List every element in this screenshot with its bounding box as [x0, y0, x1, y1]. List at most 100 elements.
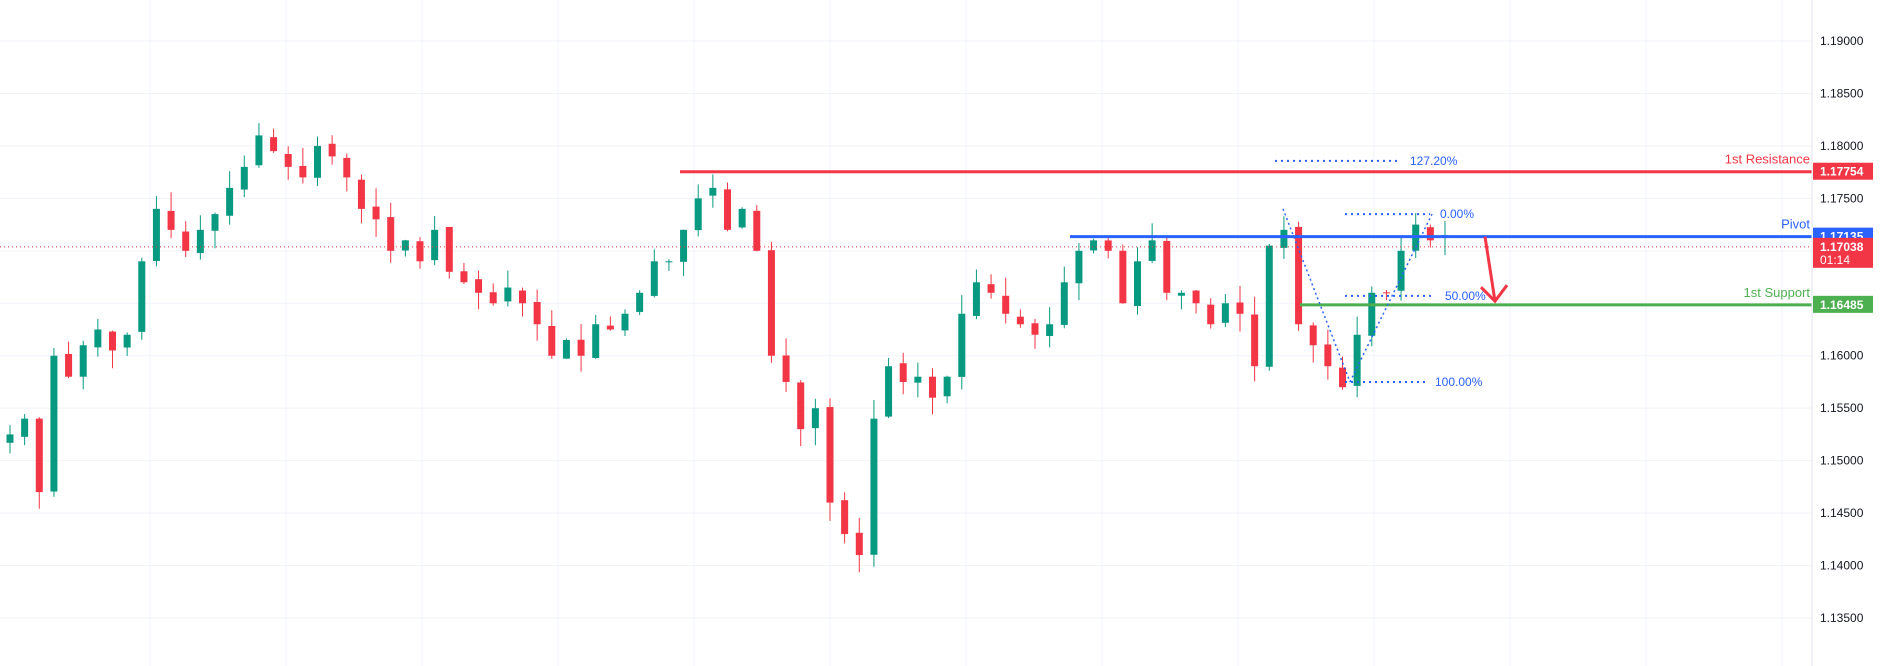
candle-body: [533, 302, 541, 325]
candle-body: [475, 279, 483, 293]
candle-body: [972, 282, 980, 316]
candle-body: [694, 198, 702, 231]
candle-body: [50, 355, 58, 492]
candle-body: [1221, 303, 1229, 323]
candle-body: [1236, 302, 1244, 314]
candle-body: [1060, 282, 1068, 325]
candle-body: [1295, 226, 1303, 325]
candle-body: [1265, 245, 1273, 367]
candle-body: [1163, 240, 1171, 293]
candle-body: [841, 500, 849, 535]
candle-body: [885, 366, 893, 417]
candle-body: [416, 241, 424, 262]
y-tick-label: 1.17500: [1820, 191, 1864, 205]
candle-body: [211, 214, 219, 231]
y-tick-label: 1.19000: [1820, 34, 1864, 48]
fib-level-label: 50.00%: [1445, 289, 1486, 303]
candle-body: [958, 313, 966, 377]
support-label: 1st Support: [1744, 285, 1811, 300]
support-price-badge: [1813, 295, 1873, 313]
y-tick-label: 1.18000: [1820, 139, 1864, 153]
candle-body: [138, 261, 146, 332]
chart-grid: [0, 0, 1812, 666]
candle-body: [1251, 314, 1259, 367]
candle-body: [270, 137, 278, 152]
candle-body: [1075, 250, 1083, 284]
projection-arrow-shaft[interactable]: [1483, 236, 1497, 302]
candle-body: [1177, 292, 1185, 296]
candle-body: [240, 166, 248, 190]
candle-body: [914, 376, 922, 383]
candle-body: [1339, 367, 1346, 388]
candle-body: [489, 292, 497, 304]
candle-body: [782, 355, 790, 382]
candle-body: [1324, 344, 1332, 367]
candlestick-series: [6, 123, 1449, 573]
candle-body: [182, 231, 190, 251]
candle-body: [1016, 316, 1024, 325]
candle-body: [1119, 250, 1127, 304]
fib-swing-line: [1349, 213, 1433, 383]
candle-body: [592, 324, 600, 358]
y-tick-label: 1.15000: [1820, 454, 1864, 468]
candle-body: [943, 376, 951, 397]
candle-body: [636, 292, 644, 312]
candle-body: [870, 418, 878, 555]
last-price-badge: [1813, 237, 1873, 268]
candle-body: [855, 532, 863, 556]
candle-body: [811, 408, 819, 429]
candle-body: [1046, 324, 1054, 336]
candle-body: [1090, 240, 1098, 251]
resistance-price-text: 1.17754: [1820, 165, 1864, 179]
candle-body: [680, 229, 688, 262]
candle-body: [372, 206, 380, 220]
projection-arrow-head-icon: [1479, 284, 1509, 304]
candle-body: [1309, 325, 1317, 346]
candle-body: [709, 187, 717, 196]
candle-body: [606, 325, 614, 330]
candle-body: [504, 287, 512, 302]
candle-body: [299, 165, 307, 178]
countdown-text: 01:14: [1820, 253, 1850, 267]
candle-body: [797, 382, 805, 430]
fib-level-label: 127.20%: [1410, 154, 1458, 168]
candle-body: [1148, 240, 1156, 261]
candle-body: [79, 345, 87, 377]
candle-body: [314, 145, 321, 178]
drawing-overlays[interactable]: 1st Resistance Pivot 1st Support 127.20% 0.0…: [0, 152, 1812, 389]
y-tick-label: 1.18500: [1820, 86, 1864, 100]
candle-body: [665, 261, 673, 263]
candle-body: [255, 135, 263, 166]
candle-body: [753, 210, 761, 251]
candle-body: [328, 143, 336, 157]
candle-body: [1002, 295, 1010, 314]
candle-body: [562, 339, 570, 359]
resistance-price-badge: [1813, 162, 1873, 180]
candle-body: [548, 325, 556, 356]
candle-body: [284, 154, 292, 167]
candle-body: [1426, 227, 1434, 241]
candle-body: [152, 208, 160, 261]
candle-body: [519, 290, 526, 304]
candle-body: [1207, 304, 1215, 325]
price-axis[interactable]: 1.190001.185001.180001.175001.170001.165…: [1811, 0, 1873, 666]
candle-body: [167, 210, 175, 230]
candle-body: [431, 229, 439, 261]
candle-body: [196, 229, 204, 253]
candle-body: [65, 353, 73, 377]
candle-body: [1031, 323, 1039, 335]
pivot-label: Pivot: [1781, 217, 1810, 232]
resistance-label: 1st Resistance: [1725, 152, 1810, 167]
candle-body: [1192, 290, 1200, 304]
candle-body: [738, 208, 746, 228]
y-tick-label: 1.13500: [1820, 611, 1864, 625]
candle-body: [387, 217, 395, 251]
candle-body: [401, 240, 409, 251]
support-price-text: 1.16485: [1820, 298, 1864, 312]
candle-body: [6, 434, 14, 443]
candle-body: [35, 418, 43, 493]
candle-body: [899, 363, 907, 382]
candle-body: [1382, 292, 1390, 294]
candle-body: [1134, 261, 1141, 307]
